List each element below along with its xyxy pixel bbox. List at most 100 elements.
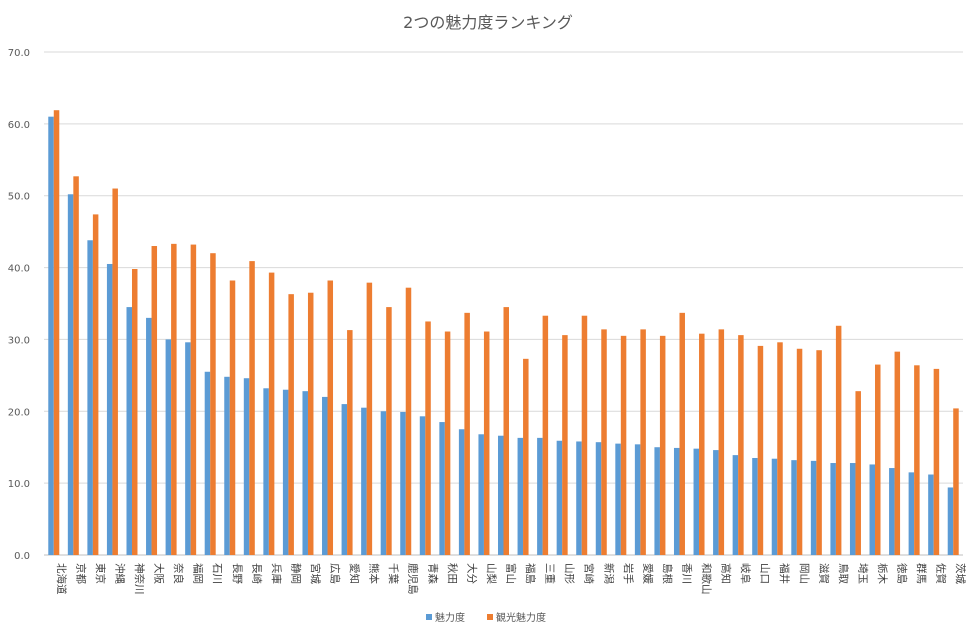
chart-title: 2つの魅力度ランキング bbox=[403, 13, 573, 32]
bar-kanko-miryokudo bbox=[816, 350, 822, 555]
x-tick-label: 千葉 bbox=[387, 563, 400, 584]
x-tick-label: 福井 bbox=[778, 563, 791, 584]
y-tick-label: 20.0 bbox=[8, 407, 30, 418]
bar-kanko-miryokudo bbox=[914, 365, 920, 555]
bar-miryokudo bbox=[576, 441, 582, 555]
bar-kanko-miryokudo bbox=[699, 333, 705, 555]
bar-kanko-miryokudo bbox=[444, 331, 451, 555]
bar-miryokudo bbox=[380, 411, 387, 555]
bar-miryokudo bbox=[87, 240, 93, 555]
bar-kanko-miryokudo bbox=[366, 282, 373, 555]
bar-miryokudo bbox=[243, 378, 250, 555]
bar-miryokudo bbox=[869, 464, 876, 555]
x-tick-label: 沖縄 bbox=[113, 563, 126, 584]
legend-label: 観光魅力度 bbox=[496, 611, 546, 624]
x-tick-label: 愛知 bbox=[348, 563, 361, 584]
x-axis-labels: 北海道 京都 東京 沖縄 神奈川 大阪 奈良 福岡 石川 長野 長崎 兵庫 静岡 宮城 広島 愛知 熊本 千葉 鹿児… bbox=[55, 563, 967, 595]
bar-kanko-miryokudo bbox=[875, 364, 881, 555]
x-tick-label: 山形 bbox=[563, 563, 575, 584]
bar-miryokudo bbox=[48, 116, 54, 556]
bar-miryokudo bbox=[713, 450, 719, 555]
bar-kanko-miryokudo bbox=[92, 214, 99, 555]
x-tick-label: 秋田 bbox=[446, 563, 459, 584]
bar-miryokudo bbox=[908, 472, 915, 555]
x-tick-label: 岐阜 bbox=[739, 563, 752, 584]
bar-kanko-miryokudo bbox=[327, 280, 334, 555]
y-tick-label: 60.0 bbox=[8, 120, 30, 131]
bars bbox=[48, 110, 959, 556]
bar-miryokudo bbox=[928, 474, 934, 555]
bar-kanko-miryokudo bbox=[542, 315, 549, 555]
bar-miryokudo bbox=[634, 444, 641, 555]
x-tick-label: 長崎 bbox=[250, 563, 263, 584]
x-tick-label: 大阪 bbox=[153, 563, 166, 584]
bar-miryokudo bbox=[517, 437, 524, 555]
bar-miryokudo bbox=[106, 263, 113, 555]
bar-kanko-miryokudo bbox=[679, 312, 685, 555]
bar-miryokudo bbox=[458, 429, 465, 555]
bar-miryokudo bbox=[889, 468, 895, 555]
x-tick-label: 栃木 bbox=[876, 563, 889, 584]
bar-kanko-miryokudo bbox=[640, 329, 646, 555]
x-tick-label: 岡山 bbox=[798, 563, 810, 584]
bar-kanko-miryokudo bbox=[503, 307, 509, 555]
legend-swatch bbox=[487, 614, 493, 620]
bar-miryokudo bbox=[146, 317, 152, 555]
bar-miryokudo bbox=[947, 487, 954, 555]
bar-kanko-miryokudo bbox=[112, 188, 118, 555]
bar-kanko-miryokudo bbox=[933, 368, 940, 555]
x-tick-label: 滋賀 bbox=[817, 563, 830, 584]
bar-kanko-miryokudo bbox=[464, 312, 470, 555]
bar-miryokudo bbox=[165, 339, 172, 555]
x-tick-label: 青森 bbox=[426, 563, 439, 584]
x-tick-label: 佐賀 bbox=[935, 563, 948, 584]
bar-kanko-miryokudo bbox=[523, 358, 529, 555]
bar-miryokudo bbox=[673, 447, 680, 555]
bar-miryokudo bbox=[693, 448, 700, 555]
bar-kanko-miryokudo bbox=[659, 335, 666, 555]
bar-miryokudo bbox=[849, 463, 856, 555]
y-tick-label: 10.0 bbox=[8, 479, 30, 490]
x-tick-label: 兵庫 bbox=[270, 563, 283, 584]
bar-kanko-miryokudo bbox=[796, 348, 803, 555]
bar-kanko-miryokudo bbox=[53, 110, 60, 555]
bar-kanko-miryokudo bbox=[288, 294, 294, 555]
bar-miryokudo bbox=[67, 194, 74, 555]
x-tick-label: 新潟 bbox=[602, 563, 615, 584]
bar-kanko-miryokudo bbox=[190, 244, 197, 555]
x-tick-label: 京都 bbox=[74, 563, 87, 584]
bar-kanko-miryokudo bbox=[73, 176, 79, 555]
x-tick-label: 岩手 bbox=[622, 563, 635, 584]
bar-miryokudo bbox=[537, 437, 543, 555]
bar-kanko-miryokudo bbox=[562, 335, 568, 555]
bar-miryokudo bbox=[595, 442, 602, 555]
bar-kanko-miryokudo bbox=[757, 345, 764, 555]
bar-kanko-miryokudo bbox=[151, 246, 158, 555]
x-tick-label: 宮崎 bbox=[583, 563, 596, 584]
y-tick-label: 40.0 bbox=[8, 264, 30, 275]
y-axis-ticks: 0.0 10.0 20.0 30.0 40.0 50.0 60.0 70.0 bbox=[8, 48, 30, 562]
x-tick-label: 高知 bbox=[720, 563, 733, 584]
bar-miryokudo bbox=[556, 440, 563, 555]
bar-kanko-miryokudo bbox=[347, 330, 353, 555]
bar-kanko-miryokudo bbox=[483, 331, 490, 555]
bar-kanko-miryokudo bbox=[268, 272, 275, 555]
bar-kanko-miryokudo bbox=[210, 253, 216, 555]
bar-kanko-miryokudo bbox=[131, 269, 138, 555]
x-tick-label: 山口 bbox=[759, 563, 771, 584]
x-tick-label: 奈良 bbox=[172, 563, 185, 584]
bar-kanko-miryokudo bbox=[405, 287, 412, 555]
bar-kanko-miryokudo bbox=[777, 342, 783, 555]
bar-kanko-miryokudo bbox=[171, 243, 177, 555]
bar-miryokudo bbox=[282, 389, 289, 555]
bar-kanko-miryokudo bbox=[738, 335, 744, 555]
bar-miryokudo bbox=[341, 404, 348, 555]
bar-kanko-miryokudo bbox=[894, 351, 901, 555]
bar-miryokudo bbox=[126, 307, 132, 555]
bar-miryokudo bbox=[478, 434, 484, 555]
bar-miryokudo bbox=[810, 460, 817, 555]
bar-miryokudo bbox=[400, 412, 406, 555]
bar-miryokudo bbox=[322, 396, 328, 555]
